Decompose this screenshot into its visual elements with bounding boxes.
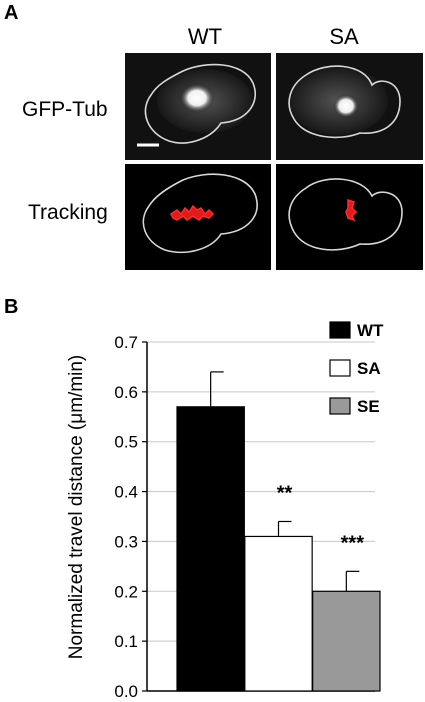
y-tick-label: 0.0 [114, 682, 138, 701]
bar-se [312, 590, 381, 692]
y-tick-label: 0.5 [114, 433, 138, 452]
y-tick-label: 0.3 [114, 532, 138, 551]
y-tick-label: 0.2 [114, 582, 138, 601]
tracking-wt-image [125, 164, 271, 270]
panel-a-letter: A [4, 2, 19, 24]
y-tick-label: 0.6 [114, 383, 138, 402]
track-trace [170, 204, 215, 221]
panel-b-letter: B [4, 296, 19, 318]
tracking-sa-image [276, 164, 423, 270]
y-tick-label: 0.7 [114, 333, 138, 352]
legend-label-wt: WT [357, 321, 384, 340]
column-label-wt: WT [187, 24, 223, 49]
legend-swatch-se [329, 397, 351, 415]
row-label-gfp-tub: GFP-Tub [22, 98, 108, 121]
legend-label-sa: SA [357, 359, 381, 378]
significance-label: *** [341, 532, 365, 554]
row-label-tracking: Tracking [28, 201, 108, 224]
column-label-sa: SA [329, 24, 359, 49]
y-axis-label: Normalized travel distance (μm/min) [66, 355, 87, 659]
gfp-tub-sa-image [276, 53, 423, 160]
legend-swatch-sa [329, 359, 351, 377]
bar-sa [244, 535, 313, 692]
legend-label-se: SE [357, 397, 380, 416]
y-tick-label: 0.4 [114, 483, 138, 502]
track-trace [345, 198, 358, 222]
bar-chart: Normalized travel distance (μm/min) 0.0 0… [66, 321, 384, 701]
legend-swatch-wt [329, 321, 351, 339]
bar-wt [176, 406, 245, 692]
gfp-tub-wt-image [125, 53, 271, 160]
y-tick-label: 0.1 [114, 632, 138, 651]
significance-label: ** [277, 482, 293, 504]
